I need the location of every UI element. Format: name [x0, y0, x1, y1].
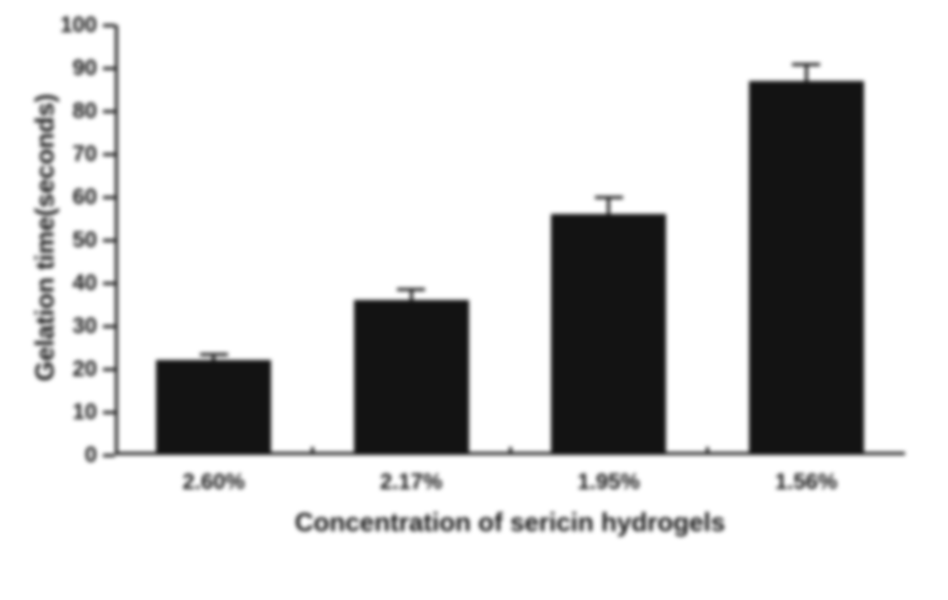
error-cap [200, 353, 228, 356]
error-bar [805, 64, 808, 81]
y-tick [103, 454, 115, 457]
x-axis-label: Concentration of sericin hydrogels [115, 507, 905, 538]
bar [749, 81, 864, 455]
y-tick [103, 24, 115, 27]
y-tick [103, 153, 115, 156]
y-tick [103, 110, 115, 113]
x-minor-tick [706, 447, 709, 455]
y-tick [103, 368, 115, 371]
y-tick [103, 196, 115, 199]
error-cap [792, 63, 820, 66]
error-bar [607, 197, 610, 214]
y-tick [103, 325, 115, 328]
y-tick [103, 67, 115, 70]
x-tick-label: 2.60% [154, 469, 274, 495]
x-minor-tick [509, 447, 512, 455]
bar [354, 300, 469, 455]
error-cap [397, 288, 425, 291]
y-axis [115, 25, 118, 455]
bar [551, 214, 666, 455]
x-minor-tick [311, 447, 314, 455]
x-tick-label: 2.17% [351, 469, 471, 495]
bar [156, 360, 271, 455]
x-tick-label: 1.56% [746, 469, 866, 495]
x-tick-label: 1.95% [549, 469, 669, 495]
y-tick [103, 411, 115, 414]
chart-plot-area: 01020304050607080901002.60%2.17%1.95%1.5… [115, 25, 905, 455]
error-cap [595, 196, 623, 199]
y-axis-label: Gelation time(seconds) [30, 22, 61, 452]
y-tick [103, 239, 115, 242]
y-tick [103, 282, 115, 285]
